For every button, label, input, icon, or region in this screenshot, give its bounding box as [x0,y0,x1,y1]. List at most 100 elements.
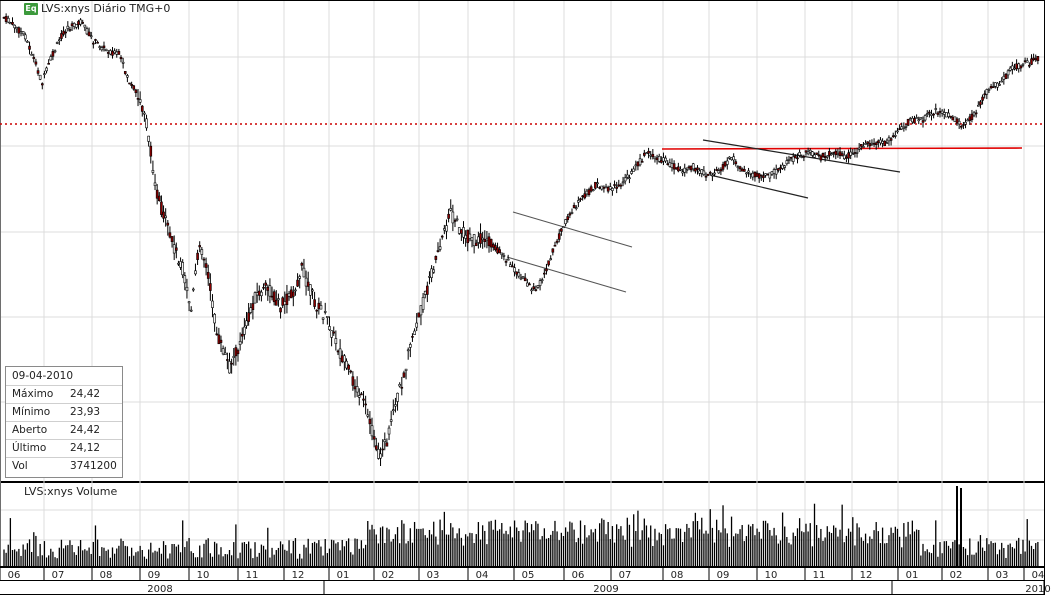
candle-body [443,228,446,231]
candle-body [813,154,816,158]
candle-body [109,50,112,55]
candle-body [436,250,440,252]
candle-body [221,348,225,355]
candle-body [613,184,616,186]
candle-body [172,244,176,254]
month-label: 10 [197,570,210,581]
candle-body [717,170,721,174]
candle-body [600,185,604,190]
candle-body [58,39,61,42]
candle-body [196,252,199,260]
candle-body [319,305,323,310]
divider [6,403,122,404]
eq-icon[interactable]: Eq [24,3,38,15]
candle-body [323,311,327,313]
candle-body [740,168,744,172]
month-label: 01 [337,570,350,581]
candle-body [532,286,536,290]
candle-body [611,188,614,191]
candle-body [306,281,310,287]
candle-body [340,355,344,363]
candle-body [502,255,506,257]
candle-body [230,362,233,365]
candle-body [953,116,957,122]
candle-body [819,155,823,161]
info-row-last: Último 24,12 [12,439,100,457]
candle-body [9,22,12,25]
candle-body [851,153,855,156]
candle-body [602,186,606,189]
candle-body [79,19,82,25]
candle-body [957,120,961,125]
candle-body [745,172,748,175]
candle-body [562,226,565,229]
candle-body [696,167,699,170]
candle-body [15,27,19,30]
candle-body [479,233,482,244]
candle-body [309,284,312,296]
candle-body [487,236,491,247]
candle-body [800,156,804,158]
candle-body [794,155,797,159]
candle-body [534,289,538,291]
candle-body [638,158,642,166]
candle-body [808,149,812,153]
candle-body [326,316,329,318]
candle-body [351,376,355,386]
candle-body [789,157,793,159]
candle-body [526,282,529,287]
chart-title[interactable]: LVS:xnys Diário TMG+0 [41,2,171,15]
month-label: 12 [860,570,873,581]
info-label: Máximo [12,388,54,400]
candle-body [677,166,680,172]
month-label: 09 [148,570,161,581]
candle-body [1032,57,1035,60]
candle-body [864,143,867,145]
candle-body [891,135,895,137]
candle-body [130,84,133,86]
candle-body [292,291,295,297]
candle-body [983,93,986,96]
candle-body [928,111,931,114]
candle-body [902,127,906,129]
candle-body [279,307,282,313]
candle-body [689,165,693,171]
candle-body [100,47,104,51]
candle-body [121,61,125,64]
candle-body [1002,75,1006,80]
candle-body [498,249,501,254]
candle-body [251,303,255,310]
candle-body [49,56,53,61]
candle-body [777,168,780,171]
candle-body [136,98,140,100]
candle-body [211,300,214,308]
candle-body [543,272,546,275]
candle-body [317,302,321,310]
candle-body [162,211,165,219]
month-label: 12 [292,570,305,581]
candle-body [762,175,765,179]
candle-body [236,350,240,355]
candle-body [900,126,904,130]
candle-body [917,119,921,122]
candle-body [783,165,787,168]
candle-body [485,238,489,241]
candle-body [866,141,869,144]
candle-body [432,269,436,273]
trend-annotations [0,123,1044,293]
candle-body [674,167,678,170]
candle-body [751,172,755,178]
info-label: Vol [12,460,28,472]
candle-body [449,208,453,211]
candle-body [874,142,878,145]
candle-body [691,163,695,170]
candle-body [723,161,727,167]
candle-body [281,297,284,306]
candle-body [704,175,708,178]
candle-body [560,228,563,232]
candle-body [938,111,942,113]
candle-body [357,395,361,398]
candle-body [55,42,59,44]
candle-body [913,118,916,124]
candle-body [828,151,831,156]
